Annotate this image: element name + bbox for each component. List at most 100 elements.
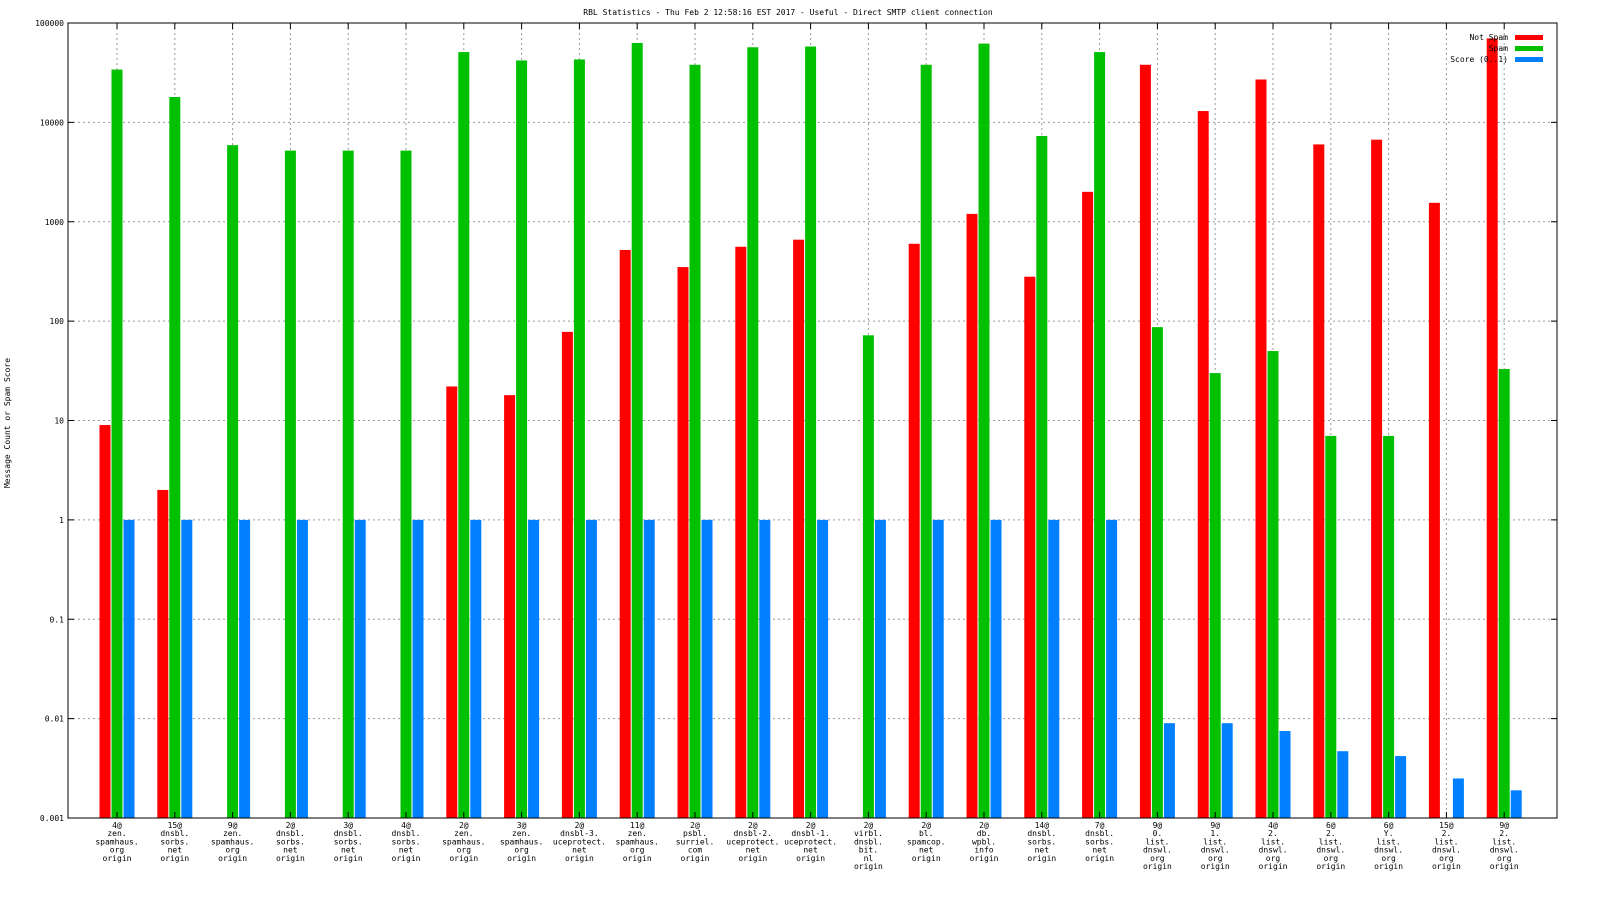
x-tick-label: 4@ zen. spamhaus. org origin xyxy=(95,821,138,863)
x-tick-label-line: Y. xyxy=(1384,829,1394,838)
bar-score-0-1 xyxy=(874,519,886,818)
x-tick-label: 9@ 0. list. dnswl. org origin xyxy=(1143,821,1172,871)
x-tick-label-line: dnsbl-2. xyxy=(734,829,773,838)
x-tick-label-line: 2@ xyxy=(575,821,585,830)
x-tick-label: 2@ dnsbl-1. uceprotect. net origin xyxy=(784,821,837,863)
bar-spam xyxy=(1151,327,1163,818)
x-tick-label: 6@ 2. list. dnswl. org origin xyxy=(1316,821,1345,871)
bar-spam xyxy=(573,59,585,818)
bar-score-0-1 xyxy=(932,519,944,818)
legend-label: Score (0..1) xyxy=(1450,55,1508,64)
x-tick-label-line: com xyxy=(688,846,703,855)
bar-spam xyxy=(1498,368,1510,818)
x-tick-label-line: origin xyxy=(103,854,132,863)
chart-title: RBL Statistics - Thu Feb 2 12:58:16 EST … xyxy=(583,8,993,17)
x-tick-label-line: 7@ xyxy=(1095,821,1105,830)
x-tick-label-line: dnswl. xyxy=(1201,846,1230,855)
x-tick-label-line: sorbs. xyxy=(392,837,421,846)
x-tick-label-line: spamhaus. xyxy=(211,837,254,846)
x-tick-label-line: 3@ xyxy=(517,821,527,830)
x-tick-label-line: origin xyxy=(912,854,941,863)
bar-score-0-1 xyxy=(585,519,597,818)
x-tick-label-line: net xyxy=(803,846,818,855)
bar-score-0-1 xyxy=(1337,751,1349,818)
x-tick-label-line: origin xyxy=(1143,862,1172,871)
x-tick-label-line: org xyxy=(1150,854,1165,863)
x-tick-label-line: origin xyxy=(1259,862,1288,871)
x-tick-label-line: origin xyxy=(565,854,594,863)
legend-label: Spam xyxy=(1489,44,1508,53)
x-tick-label-line: sorbs. xyxy=(334,837,363,846)
bar-not-spam xyxy=(1371,139,1383,818)
x-tick-label: 2@ psbl. surriel. com origin xyxy=(676,821,715,863)
x-tick-label: 2@ dnsbl-3. uceprotect. net origin xyxy=(553,821,606,863)
x-tick-label-line: surriel. xyxy=(676,837,715,846)
y-tick-label: 10000 xyxy=(40,118,64,127)
bar-not-spam xyxy=(561,331,573,818)
x-tick-label-line: 2@ xyxy=(459,821,469,830)
x-tick-label-line: origin xyxy=(1085,854,1114,863)
x-tick-label-line: 15@ xyxy=(168,821,183,830)
x-tick-label-line: origin xyxy=(1432,862,1461,871)
y-tick-label: 100000 xyxy=(35,19,64,28)
bar-score-0-1 xyxy=(296,519,308,818)
x-tick-label-line: zen. xyxy=(107,829,126,838)
y-axis-label: Message Count or Spam Score xyxy=(3,358,12,488)
y-tick-label: 1000 xyxy=(45,218,64,227)
x-tick-label-line: sorbs. xyxy=(1027,837,1056,846)
x-tick-label-line: info xyxy=(974,846,993,855)
legend-label: Not Spam xyxy=(1469,33,1508,42)
x-tick-label-line: dnswl. xyxy=(1432,846,1461,855)
x-tick-label-line: 2. xyxy=(1442,829,1452,838)
x-tick-label-line: org xyxy=(457,846,472,855)
x-tick-label-line: dnswl. xyxy=(1374,846,1403,855)
bar-not-spam xyxy=(446,386,458,818)
x-tick-label-line: origin xyxy=(160,854,189,863)
x-tick-label-line: bit. xyxy=(859,846,878,855)
x-tick-label: 14@ dnsbl. sorbs. net origin xyxy=(1027,821,1056,863)
x-tick-label-line: zen. xyxy=(454,829,473,838)
bar-spam xyxy=(1383,435,1395,818)
x-tick-label-line: origin xyxy=(1490,862,1519,871)
x-tick-label: 9@ 1. list. dnswl. org origin xyxy=(1201,821,1230,871)
x-tick-label-line: org xyxy=(1266,854,1281,863)
x-tick-label-line: dnsbl. xyxy=(1027,829,1056,838)
x-tick-label-line: origin xyxy=(854,862,883,871)
bar-score-0-1 xyxy=(123,519,135,818)
x-tick-label-line: zen. xyxy=(512,829,531,838)
bar-score-0-1 xyxy=(1452,778,1464,818)
bar-score-0-1 xyxy=(239,519,251,818)
bar-not-spam xyxy=(1486,38,1498,819)
x-tick-label-line: net xyxy=(746,846,761,855)
bar-spam xyxy=(342,150,354,818)
x-tick-label-line: 11@ xyxy=(630,821,645,830)
x-tick-label-line: net xyxy=(1092,846,1107,855)
x-tick-label-line: list. xyxy=(1145,837,1169,846)
x-tick-label-line: wpbl. xyxy=(972,837,996,846)
x-tick-label: 4@ dnsbl. sorbs. net origin xyxy=(392,821,421,863)
x-tick-label-line: 6@ xyxy=(1326,821,1336,830)
x-tick-label-line: spamcop. xyxy=(907,837,946,846)
x-tick-label-line: 2@ xyxy=(864,821,874,830)
bar-spam xyxy=(920,64,932,818)
x-tick-label-line: 9@ xyxy=(1210,821,1220,830)
y-tick-label: 0.1 xyxy=(50,615,65,624)
x-tick-label-line: origin xyxy=(507,854,536,863)
x-tick-label-line: dnsbl. xyxy=(160,829,189,838)
x-tick-label-line: org xyxy=(225,846,240,855)
bar-score-0-1 xyxy=(1163,723,1175,818)
x-tick-label-line: uceprotect. xyxy=(553,837,606,846)
x-tick-label: 2@ bl. spamcop. net origin xyxy=(907,821,946,863)
bar-score-0-1 xyxy=(701,519,713,818)
x-tick-label-line: list. xyxy=(1203,837,1227,846)
x-tick-label-line: 0. xyxy=(1153,829,1163,838)
bar-spam xyxy=(631,42,643,818)
x-tick-label-line: dnsbl-3. xyxy=(560,829,599,838)
x-tick-label: 3@ dnsbl. sorbs. net origin xyxy=(334,821,363,863)
x-tick-label-line: zen. xyxy=(628,829,647,838)
x-tick-label: 2@ dnsbl. sorbs. net origin xyxy=(276,821,305,863)
x-tick-label-line: spamhaus. xyxy=(442,837,485,846)
bar-not-spam xyxy=(99,425,111,818)
legend-swatch xyxy=(1515,35,1543,40)
bar-not-spam xyxy=(966,213,978,819)
